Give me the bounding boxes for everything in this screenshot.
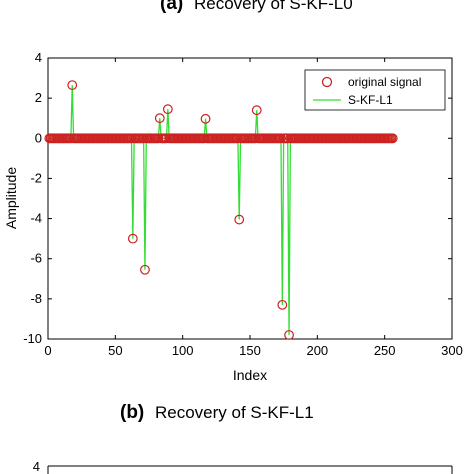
panel-b-tag: (b) [120, 402, 144, 423]
data-point [127, 233, 138, 244]
panel-a-plot-area [44, 80, 398, 340]
panel-b-title: (b) Recovery of S-KF-L1 [120, 402, 314, 423]
x-tick-label: 0 [44, 343, 51, 358]
data-point [200, 113, 211, 124]
legend-circle-marker [321, 76, 333, 88]
panel-b-y-tick-label: 4 [33, 459, 40, 474]
panel-a-tag: (a) [160, 0, 183, 14]
y-tick-label: -8 [30, 291, 42, 306]
svg-text:(b) Recovery of S-KF-L1: (b) Recovery of S-KF-L1 [120, 402, 314, 423]
y-tick-label: -4 [30, 211, 42, 226]
panel-a-y-ticks: 4 2 0 -2 -4 -6 -8 -10 [23, 50, 452, 346]
x-tick-label: 100 [172, 343, 194, 358]
data-point [251, 105, 262, 116]
panel-a-title-text: Recovery of S-KF-L0 [194, 0, 353, 13]
data-point [387, 133, 398, 144]
legend-box [304, 69, 446, 111]
y-tick-label: 2 [35, 90, 42, 105]
x-tick-label: 300 [441, 343, 463, 358]
y-tick-label: -2 [30, 170, 42, 185]
y-tick-label: -6 [30, 251, 42, 266]
legend-entry-original-signal: original signal [348, 75, 421, 89]
x-tick-label: 150 [239, 343, 261, 358]
legend-entry-s-kf-l1: S-KF-L1 [348, 93, 393, 107]
x-tick-label: 200 [306, 343, 328, 358]
svg-text:(a) Recovery of S-KF-L0: (a) Recovery of S-KF-L0 [160, 0, 353, 14]
panel-a-y-axis-label: Amplitude [3, 167, 19, 229]
y-tick-label: -10 [23, 331, 42, 346]
panel-a-x-ticks: 0 50 100 150 200 250 300 [44, 58, 463, 358]
data-point [140, 264, 150, 275]
x-tick-label: 250 [374, 343, 396, 358]
panel-b-title-text: Recovery of S-KF-L1 [155, 403, 314, 422]
panel-a-title: (a) Recovery of S-KF-L0 [160, 0, 353, 14]
data-point [67, 80, 78, 90]
y-tick-label: 4 [35, 50, 42, 65]
data-point [234, 214, 245, 225]
x-tick-label: 50 [108, 343, 122, 358]
series-line-s-kf-l1 [49, 85, 393, 335]
y-tick-label: 0 [35, 130, 42, 145]
panel-a-x-axis-label: Index [233, 367, 267, 383]
panel-a-legend: original signal S-KF-L1 [304, 69, 446, 111]
series-original-signal [44, 80, 398, 340]
data-point [277, 299, 288, 310]
data-point [154, 113, 165, 124]
data-point [162, 104, 173, 115]
data-point [284, 330, 294, 340]
data-point [276, 133, 286, 144]
